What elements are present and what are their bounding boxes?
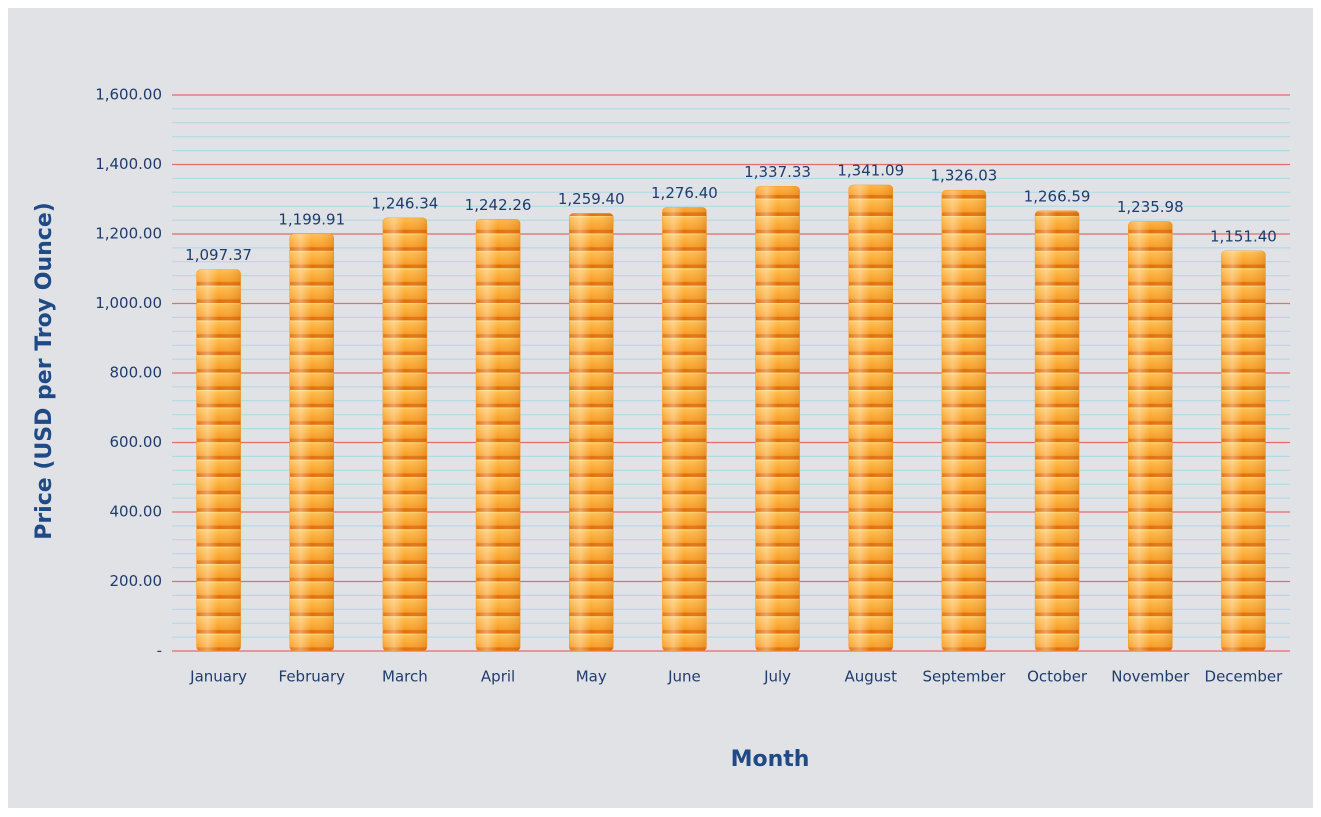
data-label: 1,199.91 — [278, 211, 345, 229]
x-tick-label: September — [922, 668, 1006, 686]
data-label: 1,337.33 — [744, 163, 811, 181]
bar — [848, 184, 893, 652]
data-label: 1,259.40 — [558, 190, 625, 208]
data-label: 1,151.40 — [1210, 227, 1277, 245]
x-tick-label: March — [382, 668, 428, 686]
y-tick-label: 600.00 — [110, 433, 163, 451]
bar — [196, 269, 241, 652]
bar — [289, 233, 334, 652]
bar — [1128, 221, 1173, 652]
data-label: 1,235.98 — [1117, 198, 1184, 216]
bar — [941, 189, 987, 652]
x-tick-label: January — [189, 668, 247, 686]
bar — [382, 217, 428, 652]
data-label: 1,326.03 — [931, 167, 998, 185]
x-tick-label: December — [1205, 668, 1284, 686]
bar — [755, 186, 800, 652]
x-axis-title: Month — [731, 747, 810, 772]
data-label: 1,246.34 — [372, 194, 439, 212]
y-tick-label: 1,400.00 — [95, 155, 162, 173]
y-tick-label: - — [157, 642, 162, 660]
y-tick-label: 1,000.00 — [95, 294, 162, 312]
bar — [569, 213, 614, 652]
y-tick-label: 200.00 — [110, 572, 163, 590]
data-label: 1,341.09 — [837, 161, 904, 179]
x-tick-label: May — [576, 668, 607, 686]
y-axis-title: Price (USD per Troy Ounce) — [32, 202, 57, 540]
y-tick-label: 1,600.00 — [95, 86, 162, 104]
data-label: 1,097.37 — [185, 246, 252, 264]
x-tick-label: October — [1027, 668, 1088, 686]
bar — [1221, 250, 1266, 652]
bar — [475, 219, 521, 652]
y-tick-label: 1,200.00 — [95, 225, 162, 243]
bar — [1034, 210, 1080, 652]
y-tick-label: 400.00 — [110, 503, 163, 521]
data-label: 1,276.40 — [651, 184, 718, 202]
x-tick-label: June — [667, 668, 701, 686]
bar — [662, 207, 707, 652]
x-tick-label: August — [845, 668, 898, 686]
x-tick-label: July — [763, 668, 791, 686]
data-label: 1,266.59 — [1024, 187, 1091, 205]
y-tick-label: 800.00 — [110, 364, 163, 382]
x-tick-label: November — [1111, 668, 1190, 686]
x-tick-label: February — [279, 668, 346, 686]
data-label: 1,242.26 — [465, 196, 532, 214]
x-tick-label: April — [481, 668, 515, 686]
